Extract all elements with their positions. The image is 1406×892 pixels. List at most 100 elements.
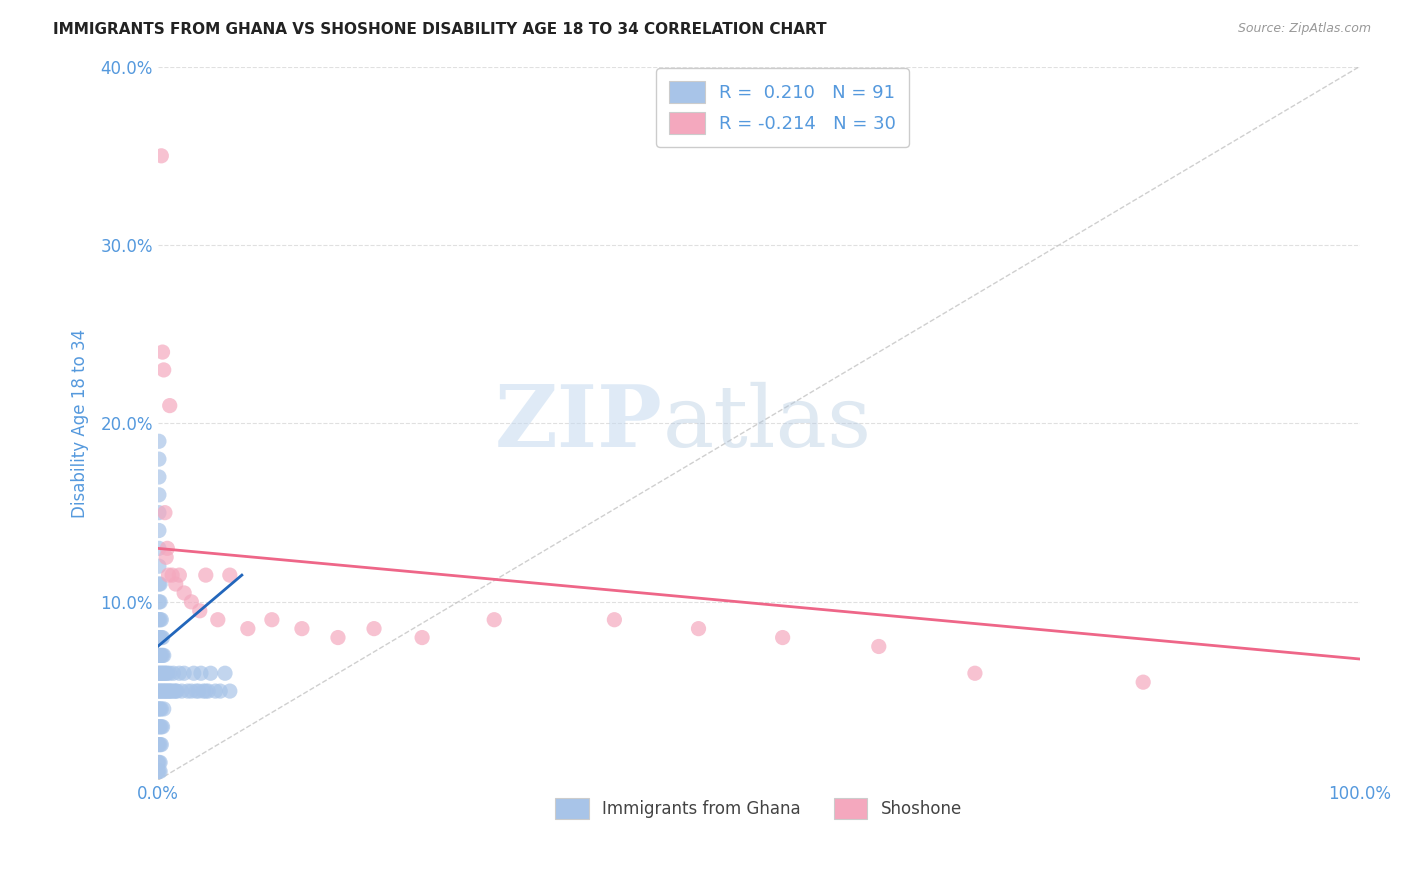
Text: ZIP: ZIP: [495, 382, 662, 466]
Point: [173, 666, 195, 681]
Point: [157, 568, 180, 582]
Point: [159, 399, 181, 413]
Point: [149, 738, 172, 752]
Point: [200, 666, 222, 681]
Point: [193, 684, 215, 698]
Point: [152, 345, 174, 359]
Point: [170, 684, 193, 698]
Point: [218, 684, 240, 698]
Point: [160, 684, 183, 698]
Point: [236, 622, 259, 636]
Point: [194, 684, 217, 698]
Point: [146, 631, 169, 645]
Point: [188, 604, 211, 618]
Point: [218, 568, 240, 582]
Point: [326, 631, 349, 645]
Point: [260, 613, 283, 627]
Point: [149, 595, 172, 609]
Point: [148, 595, 170, 609]
Point: [146, 648, 169, 663]
Point: [150, 702, 173, 716]
Point: [148, 764, 170, 779]
Point: [150, 738, 173, 752]
Point: [152, 666, 174, 681]
Point: [180, 595, 202, 609]
Point: [156, 666, 179, 681]
Point: [148, 541, 170, 556]
Point: [165, 684, 187, 698]
Point: [160, 568, 183, 582]
Point: [152, 720, 174, 734]
Point: [152, 363, 174, 377]
Point: [148, 488, 170, 502]
Point: [148, 648, 170, 663]
Point: [152, 666, 174, 681]
Point: [152, 631, 174, 645]
Point: [152, 702, 174, 716]
Point: [153, 666, 176, 681]
Point: [291, 622, 314, 636]
Point: [190, 666, 212, 681]
Point: [146, 720, 169, 734]
Point: [153, 506, 176, 520]
Point: [148, 577, 170, 591]
Point: [204, 684, 226, 698]
Point: [411, 631, 433, 645]
Point: [772, 631, 794, 645]
Point: [173, 586, 195, 600]
Point: [214, 666, 236, 681]
Point: [194, 568, 217, 582]
Text: Source: ZipAtlas.com: Source: ZipAtlas.com: [1237, 22, 1371, 36]
Point: [148, 506, 170, 520]
Point: [197, 684, 219, 698]
Point: [148, 702, 170, 716]
Point: [156, 684, 179, 698]
Point: [146, 613, 169, 627]
Point: [209, 684, 232, 698]
Point: [148, 470, 170, 484]
Point: [183, 666, 205, 681]
Point: [149, 684, 172, 698]
Point: [146, 756, 169, 770]
Point: [603, 613, 626, 627]
Point: [963, 666, 986, 681]
Point: [1132, 675, 1154, 690]
Point: [148, 524, 170, 538]
Point: [207, 613, 229, 627]
Point: [150, 720, 173, 734]
Point: [484, 613, 506, 627]
Point: [177, 684, 200, 698]
Point: [148, 720, 170, 734]
Point: [148, 559, 170, 574]
Point: [149, 666, 172, 681]
Text: atlas: atlas: [662, 382, 872, 465]
Point: [146, 738, 169, 752]
Point: [156, 541, 179, 556]
Point: [186, 684, 208, 698]
Point: [149, 631, 172, 645]
Point: [152, 648, 174, 663]
Point: [363, 622, 385, 636]
Point: [148, 613, 170, 627]
Point: [149, 577, 172, 591]
Point: [152, 684, 174, 698]
Point: [149, 613, 172, 627]
Point: [148, 631, 170, 645]
Point: [146, 684, 169, 698]
Point: [146, 666, 169, 681]
Point: [153, 684, 176, 698]
Point: [163, 684, 186, 698]
Point: [688, 622, 710, 636]
Point: [149, 720, 172, 734]
Point: [148, 738, 170, 752]
Point: [146, 764, 169, 779]
Point: [162, 666, 184, 681]
Point: [149, 648, 172, 663]
Point: [150, 613, 173, 627]
Point: [159, 666, 181, 681]
Point: [160, 684, 183, 698]
Point: [149, 764, 172, 779]
Point: [868, 640, 890, 654]
Point: [169, 568, 191, 582]
Y-axis label: Disability Age 18 to 34: Disability Age 18 to 34: [72, 329, 89, 518]
